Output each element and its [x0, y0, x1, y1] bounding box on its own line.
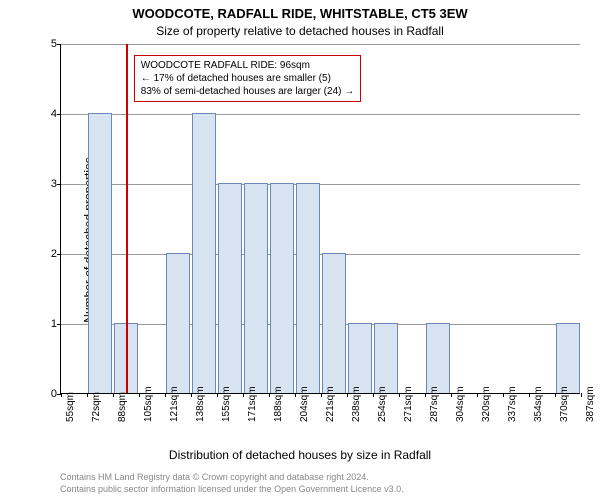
x-tick-mark — [555, 393, 556, 397]
property-marker-line — [126, 44, 128, 393]
x-tick-mark — [61, 393, 62, 397]
y-tick-label: 0 — [37, 388, 57, 400]
x-tick-label: 171sqm — [247, 386, 258, 422]
x-tick-mark — [165, 393, 166, 397]
footer-copyright-2: Contains public sector information licen… — [60, 484, 404, 494]
x-tick-mark — [477, 393, 478, 397]
bar — [218, 183, 243, 393]
bar — [348, 323, 373, 393]
bar — [192, 113, 217, 393]
y-tick-label: 1 — [37, 318, 57, 330]
x-tick-label: 155sqm — [221, 386, 232, 422]
y-tick-label: 5 — [37, 38, 57, 50]
x-tick-mark — [269, 393, 270, 397]
bar — [374, 323, 399, 393]
y-tick-label: 4 — [37, 108, 57, 120]
x-tick-mark — [399, 393, 400, 397]
annotation-line: ← 17% of detached houses are smaller (5) — [141, 72, 354, 85]
x-tick-label: 370sqm — [559, 386, 570, 422]
bar — [166, 253, 191, 393]
x-tick-label: 188sqm — [273, 386, 284, 422]
x-tick-label: 221sqm — [325, 386, 336, 422]
x-tick-mark — [581, 393, 582, 397]
x-tick-label: 204sqm — [299, 386, 310, 422]
x-tick-label: 254sqm — [377, 386, 388, 422]
x-tick-mark — [373, 393, 374, 397]
bar — [296, 183, 321, 393]
x-tick-mark — [321, 393, 322, 397]
x-tick-mark — [451, 393, 452, 397]
x-tick-mark — [295, 393, 296, 397]
x-tick-mark — [113, 393, 114, 397]
bar — [426, 323, 451, 393]
x-tick-mark — [529, 393, 530, 397]
x-tick-mark — [503, 393, 504, 397]
x-tick-mark — [347, 393, 348, 397]
x-tick-mark — [139, 393, 140, 397]
x-tick-label: 354sqm — [533, 386, 544, 422]
plot-area: 012345 55sqm72sqm88sqm105sqm121sqm138sqm… — [60, 44, 580, 394]
x-tick-mark — [87, 393, 88, 397]
x-tick-label: 72sqm — [91, 392, 102, 422]
chart-title: WOODCOTE, RADFALL RIDE, WHITSTABLE, CT5 … — [0, 6, 600, 21]
x-tick-label: 337sqm — [507, 386, 518, 422]
x-tick-mark — [217, 393, 218, 397]
x-tick-label: 320sqm — [481, 386, 492, 422]
y-tick-label: 2 — [37, 248, 57, 260]
x-tick-label: 121sqm — [169, 386, 180, 422]
x-tick-mark — [425, 393, 426, 397]
y-tick-label: 3 — [37, 178, 57, 190]
x-tick-label: 55sqm — [65, 392, 76, 422]
annotation-line: WOODCOTE RADFALL RIDE: 96sqm — [141, 59, 354, 72]
footer-copyright-1: Contains HM Land Registry data © Crown c… — [60, 472, 369, 482]
x-axis-label: Distribution of detached houses by size … — [0, 448, 600, 462]
x-tick-label: 387sqm — [585, 386, 596, 422]
x-tick-mark — [243, 393, 244, 397]
x-tick-label: 138sqm — [195, 386, 206, 422]
chart-subtitle: Size of property relative to detached ho… — [0, 24, 600, 38]
bar — [322, 253, 347, 393]
bar — [270, 183, 295, 393]
x-tick-label: 304sqm — [455, 386, 466, 422]
bar — [556, 323, 581, 393]
annotation-line: 83% of semi-detached houses are larger (… — [141, 85, 354, 98]
x-tick-label: 238sqm — [351, 386, 362, 422]
bar — [88, 113, 113, 393]
x-tick-label: 271sqm — [403, 386, 414, 422]
bar — [244, 183, 269, 393]
x-tick-mark — [191, 393, 192, 397]
x-tick-label: 105sqm — [143, 386, 154, 422]
annotation-box: WOODCOTE RADFALL RIDE: 96sqm← 17% of det… — [134, 55, 361, 102]
x-tick-label: 287sqm — [429, 386, 440, 422]
x-tick-label: 88sqm — [117, 392, 128, 422]
